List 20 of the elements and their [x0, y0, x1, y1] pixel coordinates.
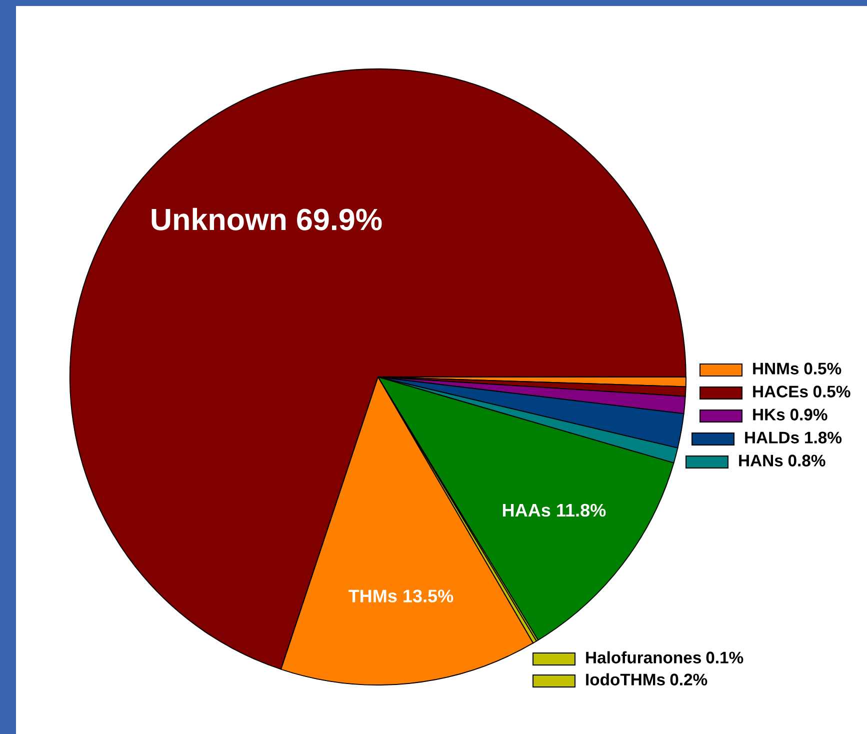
data-label: 0.5% [813, 386, 850, 398]
legend-label: HKs [753, 408, 785, 420]
data-label: 0.8% [788, 454, 826, 466]
slice-label: HAAs [502, 504, 550, 517]
data-label: 1.8% [805, 432, 842, 444]
legend-label: Halofuranones [586, 651, 701, 664]
slice-label: Unknown [152, 208, 286, 230]
data-label: 0.2% [670, 674, 708, 686]
data-label: 11.8% [557, 504, 606, 517]
slice-label: THMs [348, 590, 397, 602]
legend-label: IodoTHMs [586, 673, 665, 686]
data-label: 0.9% [790, 408, 828, 420]
data-label: 0.1% [706, 652, 744, 664]
legend-label: HALDs [745, 432, 799, 444]
data-label: 13.5% [404, 590, 454, 602]
legend-label: HANs [739, 454, 783, 466]
data-label: 69.9% [297, 208, 382, 230]
data-label: 0.5% [804, 362, 842, 374]
legend-label: HACEs [753, 386, 808, 398]
legend-label: HNMs [753, 362, 799, 374]
